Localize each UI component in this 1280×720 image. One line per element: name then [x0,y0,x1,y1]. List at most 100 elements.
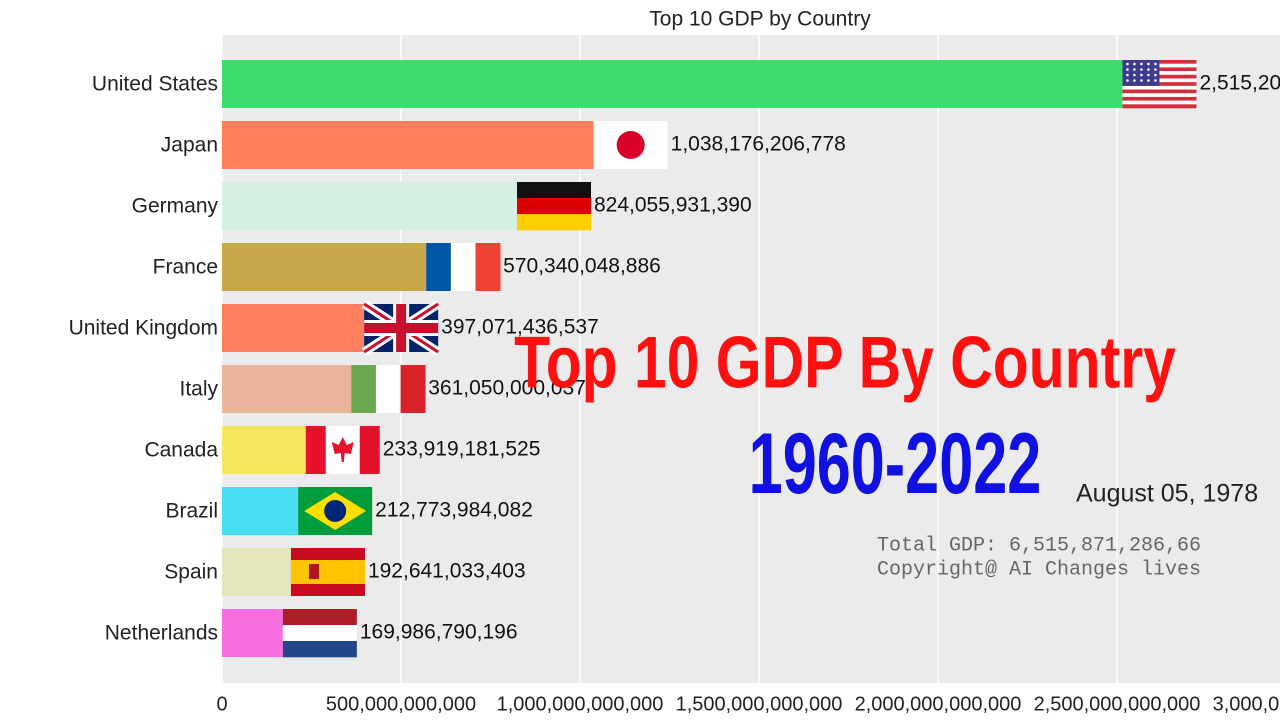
flag-part [1147,79,1150,82]
flag-part [1147,68,1150,71]
flag-part [282,609,357,626]
flag-part [375,365,401,413]
flag-part [1126,68,1129,71]
flag-part [359,426,380,474]
value-label: 192,641,033,403 [368,560,526,583]
flag-part [517,214,592,231]
flag-part [364,323,439,333]
flag-part [1133,62,1136,66]
value-label: 361,050,000,037 [428,377,586,400]
bar [222,487,299,535]
bar [222,60,1123,108]
flag [290,548,365,596]
copyright-label: Copyright@ AI Changes lives [877,558,1201,581]
flag [361,300,441,356]
flag-part [1133,68,1136,71]
flag-part [1122,104,1197,109]
flag-part [1126,79,1129,82]
flag-part [1122,89,1197,94]
total-label: Total GDP: 6,515,871,286,66 [877,534,1201,557]
flag-part [1140,73,1143,77]
flag-part [450,243,476,291]
flag-part [1140,68,1143,71]
value-label: 397,071,436,537 [441,316,599,339]
flag-part [1126,62,1129,66]
flag-part [351,365,377,413]
flag-part [331,437,354,462]
flag-part [1147,62,1150,66]
x-tick-label: 1,500,000,000,000 [676,693,843,715]
flag [282,609,357,658]
value-label: 824,055,931,390 [594,194,752,217]
flag [1122,60,1197,109]
y-tick-label: Italy [179,378,218,401]
flag-part [475,243,501,291]
flag [593,121,668,169]
value-label: 2,515,200,000,000 [1199,72,1280,95]
value-label: 233,919,181,525 [383,438,541,461]
value-label: 1,038,176,206,778 [671,133,846,156]
x-tick-label: 1,000,000,000,000 [497,693,664,715]
flag-part [324,500,347,522]
y-tick-label: Brazil [165,500,218,523]
flag-part [616,131,645,159]
bar [222,548,291,596]
bar [222,243,427,291]
bar [222,426,306,474]
x-tick-label: 500,000,000,000 [326,693,476,715]
flag-part [517,182,592,199]
flag-part [305,426,326,474]
bar [222,365,352,413]
bar [222,182,518,230]
y-tick-label: United States [92,73,218,96]
flag-part [517,198,592,215]
y-tick-label: Canada [144,439,218,462]
y-tick-label: Spain [164,561,218,584]
flag [426,243,501,291]
flag-part [1154,73,1157,77]
flag-part [1122,96,1197,101]
flag-part [1154,62,1157,66]
overlay-years: 1960-2022 [749,414,1042,511]
flag-part [400,365,426,413]
y-tick-label: Germany [132,195,219,218]
flag-part [282,625,357,642]
x-tick-label: 3,000,000,000,000 [1213,693,1280,715]
flag [305,426,380,474]
bar [222,121,594,169]
flag-part [1122,100,1197,105]
flag-part [1140,62,1143,66]
date-label: August 05, 1978 [1076,480,1258,508]
flag-part [1122,93,1197,98]
y-tick-label: France [153,256,218,279]
flag-part [282,641,357,658]
y-tick-label: United Kingdom [69,317,218,340]
bar [222,304,365,352]
flag [517,182,592,231]
flag-part [290,560,365,584]
x-tick-label: 2,000,000,000,000 [855,693,1022,715]
flag-part [1122,85,1197,90]
x-tick-label: 0 [216,693,227,715]
flag-part [1154,79,1157,82]
value-label: 212,773,984,082 [375,499,533,522]
value-label: 570,340,048,886 [503,255,661,278]
bar [222,609,283,657]
value-label: 169,986,790,196 [360,621,518,644]
flag-part [308,564,319,579]
overlay-title: Top 10 GDP By Country [514,322,1176,404]
flag-part [1133,79,1136,82]
flag-part [1133,73,1136,77]
x-tick-label: 2,500,000,000,000 [1034,693,1201,715]
flag [351,365,426,413]
flag-part [426,243,452,291]
flag-part [1147,73,1150,77]
flag-part [1140,79,1143,82]
flag-part [1126,73,1129,77]
flag [298,487,373,535]
flag-part [1154,68,1157,71]
y-tick-label: Japan [161,134,218,157]
y-tick-label: Netherlands [105,622,218,645]
